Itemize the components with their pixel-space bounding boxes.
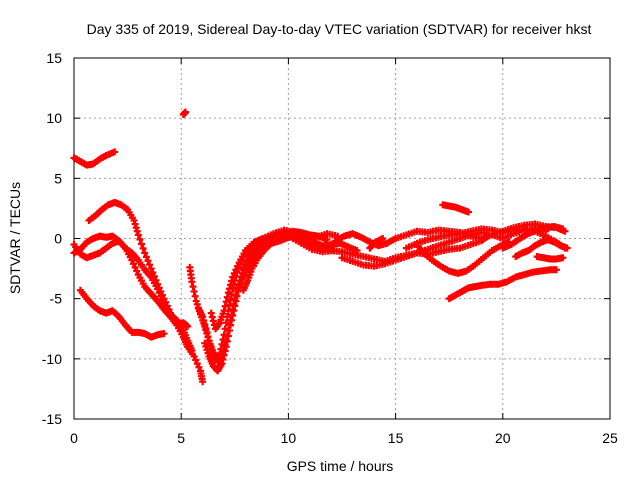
series-arc-18 xyxy=(439,201,472,216)
data-point xyxy=(222,319,230,327)
x-axis-label: GPS time / hours xyxy=(287,458,394,474)
series-arc-17 xyxy=(413,238,513,277)
y-tick-label: -5 xyxy=(50,291,63,307)
y-tick-label: -15 xyxy=(42,411,62,427)
data-point xyxy=(221,325,229,333)
data-point xyxy=(233,262,241,270)
data-point xyxy=(238,275,246,283)
x-tick-label: 0 xyxy=(70,430,78,446)
data-point xyxy=(133,267,141,275)
series-arc-4 xyxy=(70,232,196,354)
data-marks xyxy=(70,108,571,386)
y-tick-label: -10 xyxy=(42,351,62,367)
data-point xyxy=(193,360,201,368)
data-point xyxy=(136,235,144,243)
data-point xyxy=(195,363,203,371)
data-point xyxy=(199,378,207,386)
data-point xyxy=(235,283,243,291)
y-axis-label: SDTVAR / TECUs xyxy=(7,182,23,294)
data-point xyxy=(141,249,149,257)
data-point xyxy=(147,265,155,273)
data-point xyxy=(232,266,240,274)
x-tick-label: 15 xyxy=(388,430,404,446)
data-point xyxy=(192,356,200,364)
y-tick-label: 5 xyxy=(54,170,62,186)
data-point xyxy=(559,225,567,233)
x-tick-label: 5 xyxy=(177,430,185,446)
data-point xyxy=(184,322,192,330)
data-point xyxy=(229,273,237,281)
data-point xyxy=(190,352,198,360)
series-arc-22 xyxy=(533,253,567,263)
data-point xyxy=(240,272,248,280)
series-arc-19 xyxy=(445,266,560,303)
data-point xyxy=(155,289,163,297)
data-point xyxy=(464,208,472,216)
series-arc-2 xyxy=(85,198,207,386)
data-point xyxy=(559,254,567,262)
series-arc-6 xyxy=(179,108,189,119)
data-point xyxy=(158,296,166,304)
series-arc-21 xyxy=(512,236,571,261)
data-point xyxy=(129,260,137,268)
series-arc-15 xyxy=(366,235,387,252)
series-arc-20 xyxy=(499,222,567,252)
data-point xyxy=(237,279,245,287)
data-point xyxy=(139,244,147,252)
y-axis-ticks: -15 -10 -5 0 5 10 15 xyxy=(42,50,610,427)
y-tick-label: 0 xyxy=(54,231,62,247)
y-tick-label: 10 xyxy=(46,110,62,126)
data-point xyxy=(220,331,228,339)
x-tick-label: 20 xyxy=(495,430,511,446)
chart-title: Day 335 of 2019, Sidereal Day-to-day VTE… xyxy=(87,21,592,37)
data-point xyxy=(230,269,238,277)
x-tick-label: 10 xyxy=(281,430,297,446)
data-point xyxy=(111,148,119,156)
data-point xyxy=(563,244,571,252)
data-point xyxy=(160,330,168,338)
series-arc-5 xyxy=(76,286,168,341)
data-point xyxy=(138,240,146,248)
data-point xyxy=(181,108,189,116)
x-axis-ticks: 0 5 10 15 20 25 xyxy=(70,58,618,446)
data-point xyxy=(146,261,154,269)
series-arc-1 xyxy=(70,148,119,169)
data-point xyxy=(379,235,387,242)
y-tick-label: 15 xyxy=(46,50,62,66)
data-point xyxy=(188,346,196,354)
data-point xyxy=(157,292,165,300)
data-point xyxy=(144,257,152,265)
data-point xyxy=(128,256,136,264)
data-point xyxy=(142,253,150,261)
x-tick-label: 25 xyxy=(602,430,618,446)
data-point xyxy=(131,263,139,271)
data-point xyxy=(134,231,142,239)
data-point xyxy=(154,285,162,293)
data-point xyxy=(552,266,560,274)
